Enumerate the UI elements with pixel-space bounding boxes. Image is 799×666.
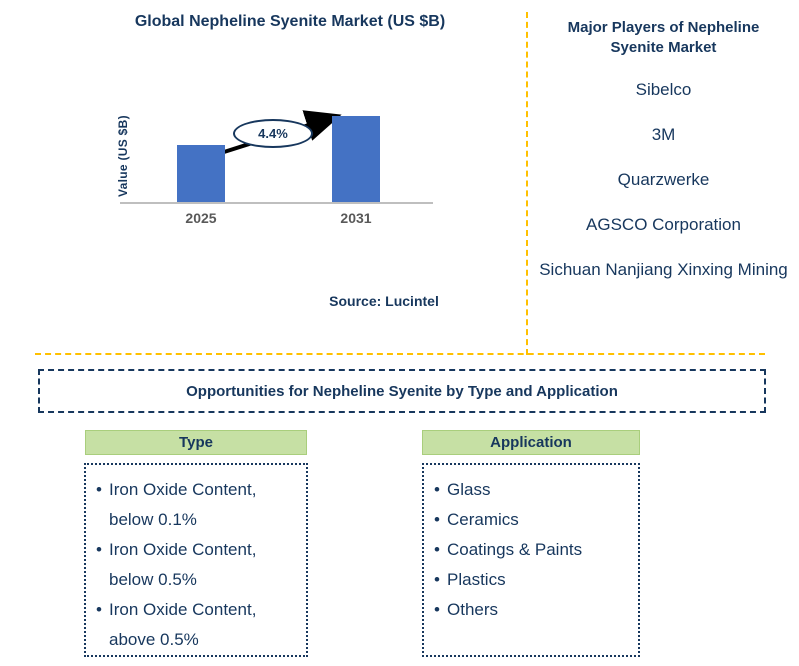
chart-title: Global Nepheline Syenite Market (US $B) [134, 13, 446, 30]
opportunities-title: Opportunities for Nepheline Syenite by T… [186, 382, 618, 400]
type-items-list: Iron Oxide Content, below 0.1%Iron Oxide… [94, 475, 298, 655]
major-player-item: 3M [651, 125, 676, 144]
source-note: Source: Lucintel [329, 293, 439, 309]
vertical-divider [526, 12, 528, 355]
application-item: Ceramics [432, 505, 630, 535]
application-items-list: GlassCeramicsCoatings & PaintsPlasticsOt… [432, 475, 630, 625]
bar-2031 [332, 116, 380, 202]
x-axis-line [120, 202, 433, 204]
major-players-title: Major Players of Nepheline Syenite Marke… [567, 19, 760, 56]
bar-chart-plot-area [120, 100, 433, 204]
major-player-item: Sibelco [635, 80, 692, 99]
application-item: Glass [432, 475, 630, 505]
type-item: Iron Oxide Content, below 0.5% [94, 535, 298, 595]
growth-arrow [223, 110, 342, 154]
application-column-header: Application [422, 430, 640, 455]
type-column-header: Type [85, 430, 307, 455]
type-item: Iron Oxide Content, below 0.1% [94, 475, 298, 535]
x-axis-labels: 2025 2031 [120, 210, 433, 228]
x-label-2031: 2031 [340, 210, 372, 226]
type-item: Iron Oxide Content, above 0.5% [94, 595, 298, 655]
application-item: Coatings & Paints [432, 535, 630, 565]
growth-rate-oval: 4.4% [233, 119, 313, 148]
bar-2025 [177, 145, 225, 202]
major-player-item: Quarzwerke [617, 170, 710, 189]
x-label-2025: 2025 [185, 210, 217, 226]
opportunities-box: Opportunities for Nepheline Syenite by T… [38, 369, 766, 413]
type-column-box: Iron Oxide Content, below 0.1%Iron Oxide… [84, 463, 308, 657]
major-player-item: Sichuan Nanjiang Xinxing Mining [539, 260, 788, 279]
major-players-list: Sibelco 3M Quarzwerke AGSCO Corporation Sich… [528, 77, 799, 283]
major-players-panel: Major Players of Nepheline Syenite Marke… [528, 18, 799, 283]
horizontal-divider [35, 353, 765, 355]
major-player-item: AGSCO Corporation [586, 215, 741, 234]
application-item: Plastics [432, 565, 630, 595]
application-column-box: GlassCeramicsCoatings & PaintsPlasticsOt… [422, 463, 640, 657]
application-item: Others [432, 595, 630, 625]
growth-rate-label: 4.4% [258, 126, 288, 141]
